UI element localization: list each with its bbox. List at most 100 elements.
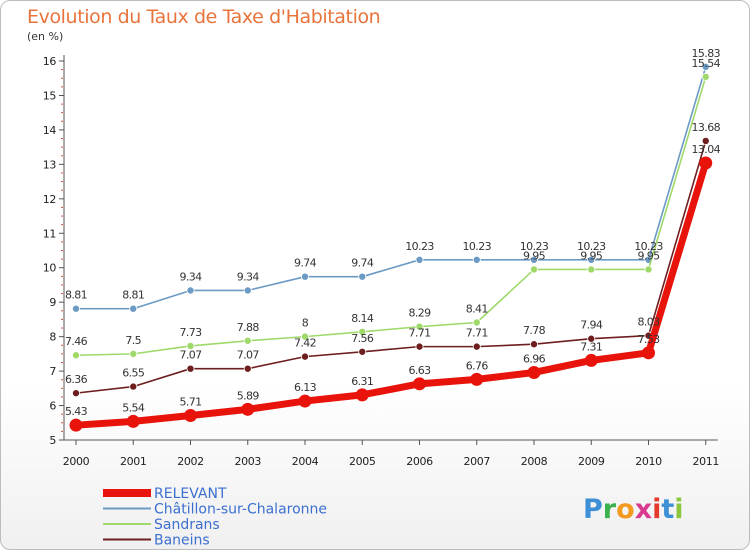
- data-point-relevant: [298, 394, 312, 408]
- y-tick-label: 16: [43, 55, 57, 68]
- data-label-relevant: 6.76: [466, 359, 489, 372]
- data-label-baneins: 7.94: [580, 319, 603, 332]
- data-label-sandrans: 7.88: [237, 321, 260, 334]
- x-tick-label: 2001: [120, 455, 146, 468]
- proxiti-logo-text: Proxiti: [583, 494, 684, 525]
- data-label-ch-tillon-sur-chalaronne: 8.81: [122, 289, 144, 302]
- logo-letter: x: [635, 494, 652, 525]
- x-tick-label: 2006: [406, 455, 433, 468]
- data-point-ch-tillon-sur-chalaronne: [701, 62, 710, 71]
- data-label-relevant: 6.63: [408, 364, 431, 377]
- data-label-ch-tillon-sur-chalaronne: 10.23: [405, 240, 434, 253]
- data-point-relevant: [584, 353, 598, 367]
- data-label-ch-tillon-sur-chalaronne: 9.34: [237, 270, 260, 283]
- data-point-relevant: [642, 346, 655, 360]
- data-point-sandrans: [358, 327, 367, 336]
- data-label-ch-tillon-sur-chalaronne: 10.23: [520, 240, 549, 253]
- y-tick-label: 7: [49, 365, 56, 378]
- data-point-ch-tillon-sur-chalaronne: [72, 304, 81, 313]
- x-tick-label: 2005: [349, 455, 376, 468]
- data-point-sandrans: [186, 341, 195, 350]
- series-line-sandrans: [75, 76, 707, 357]
- data-point-relevant: [69, 418, 83, 432]
- x-tick-label: 2008: [521, 455, 548, 468]
- data-label-ch-tillon-sur-chalaronne: 15.83: [692, 47, 721, 60]
- data-label-baneins: 7.71: [408, 327, 430, 340]
- x-tick-label: 2009: [578, 455, 605, 468]
- data-label-baneins: 13.68: [692, 121, 721, 134]
- legend-label-baneins: Baneins: [154, 533, 210, 549]
- data-label-ch-tillon-sur-chalaronne: 10.23: [463, 240, 492, 253]
- data-point-baneins: [530, 340, 539, 349]
- y-tick-label: 9: [49, 296, 56, 309]
- data-labels: 8.81 8.81 9.34 9.34 9.74 9.74 10.23 10.23 10.23 1…: [65, 47, 721, 418]
- data-label-relevant: 5.89: [237, 389, 260, 402]
- data-label-baneins: 7.56: [351, 332, 374, 345]
- data-label-relevant: 5.71: [179, 396, 201, 409]
- data-label-sandrans: 9.95: [580, 249, 603, 262]
- data-point-ch-tillon-sur-chalaronne: [358, 272, 367, 281]
- legend-label-sandrans: Sandrans: [154, 517, 220, 533]
- data-point-baneins: [472, 342, 481, 351]
- data-label-ch-tillon-sur-chalaronne: 9.34: [179, 270, 202, 283]
- data-point-ch-tillon-sur-chalaronne: [415, 255, 424, 264]
- logo-letter: i: [652, 494, 661, 525]
- data-label-ch-tillon-sur-chalaronne: 10.23: [634, 240, 663, 253]
- data-point-relevant: [699, 156, 713, 170]
- x-tick-label: 2007: [464, 455, 491, 468]
- series-lines: [69, 62, 713, 432]
- data-point-relevant: [355, 388, 369, 402]
- data-label-sandrans: 7.46: [65, 335, 88, 348]
- y-tick-label: 5: [49, 434, 56, 447]
- data-label-sandrans: 9.95: [523, 249, 546, 262]
- x-tick-label: 2003: [235, 455, 262, 468]
- data-point-sandrans: [530, 265, 539, 274]
- data-point-ch-tillon-sur-chalaronne: [472, 255, 481, 264]
- data-label-relevant: 7.31: [580, 340, 602, 353]
- data-label-sandrans: 8.41: [466, 303, 488, 316]
- chart-unit-label: (en %): [27, 30, 64, 43]
- data-label-relevant: 5.54: [122, 401, 145, 414]
- data-point-sandrans: [300, 332, 309, 341]
- data-point-baneins: [300, 352, 309, 361]
- data-label-relevant: 7.53: [637, 333, 660, 346]
- y-tick-label: 13: [43, 158, 57, 171]
- data-point-sandrans: [472, 318, 481, 327]
- x-tick-label: 2002: [177, 455, 203, 468]
- y-tick-label: 15: [43, 89, 57, 102]
- data-point-baneins: [701, 136, 710, 145]
- y-tick-label: 8: [49, 331, 56, 344]
- y-tick-label: 12: [43, 193, 56, 206]
- data-point-sandrans: [644, 265, 653, 274]
- data-label-baneins: 7.42: [294, 337, 316, 350]
- chart-legend: RELEVANTChâtillon-sur-ChalaronneSandrans…: [103, 486, 327, 549]
- logo-letter: P: [583, 494, 603, 525]
- data-point-baneins: [415, 342, 424, 351]
- data-point-sandrans: [415, 322, 424, 331]
- data-point-sandrans: [587, 265, 596, 274]
- data-label-baneins: 6.36: [65, 373, 88, 386]
- data-point-ch-tillon-sur-chalaronne: [587, 255, 596, 264]
- series-line-ch-tillon-sur-chalaronne: [75, 66, 707, 310]
- data-point-sandrans: [701, 72, 710, 81]
- legend-label-relevant: RELEVANT: [154, 486, 227, 502]
- data-point-relevant: [413, 377, 426, 391]
- data-point-ch-tillon-sur-chalaronne: [530, 255, 539, 264]
- data-label-ch-tillon-sur-chalaronne: 10.23: [577, 240, 606, 253]
- logo-letter: t: [661, 494, 674, 525]
- data-label-baneins: 8.03: [637, 316, 660, 329]
- data-label-baneins: 7.78: [523, 324, 546, 337]
- logo-letter: o: [616, 494, 635, 525]
- data-point-ch-tillon-sur-chalaronne: [243, 286, 252, 295]
- data-point-relevant: [184, 409, 197, 423]
- data-point-baneins: [72, 389, 81, 398]
- x-tick-label: 2004: [292, 455, 319, 468]
- series-line-baneins: [75, 140, 707, 394]
- data-point-sandrans: [129, 349, 138, 358]
- data-point-sandrans: [243, 336, 252, 345]
- y-tick-label: 14: [43, 124, 57, 137]
- data-point-baneins: [129, 382, 138, 391]
- data-label-sandrans: 7.5: [125, 334, 141, 347]
